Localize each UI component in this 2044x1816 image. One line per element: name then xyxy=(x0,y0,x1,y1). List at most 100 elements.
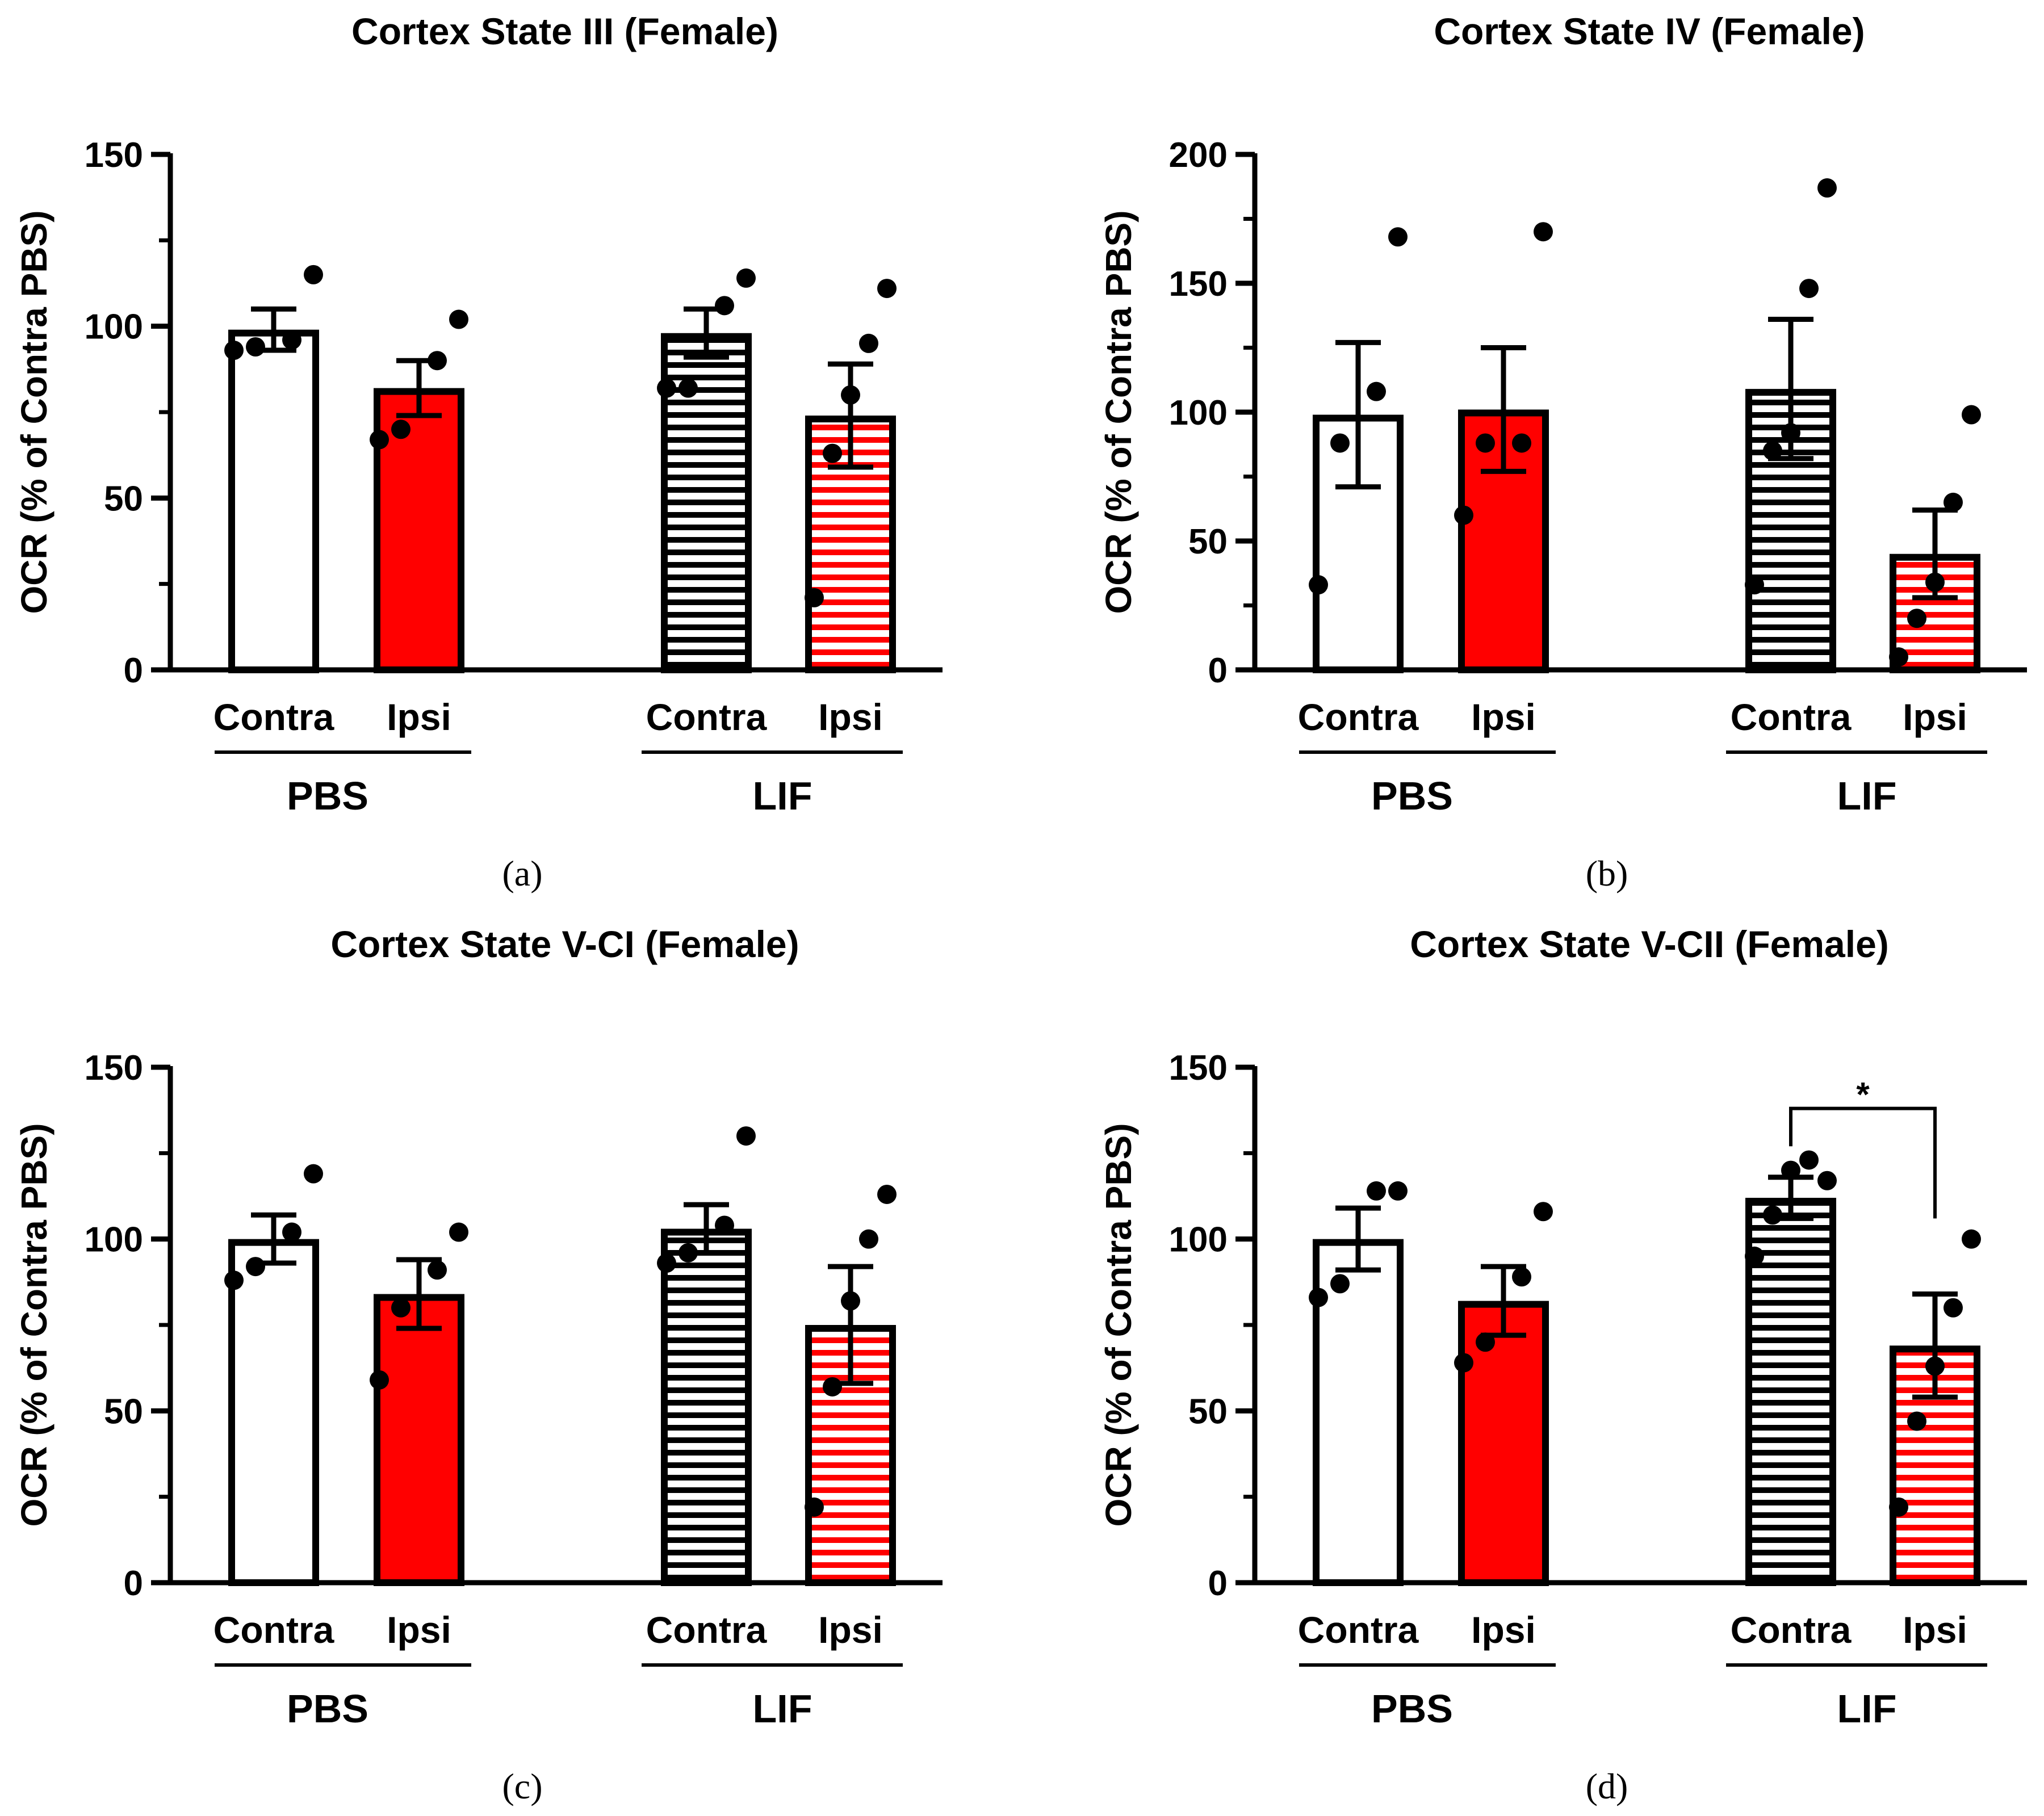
data-point xyxy=(805,588,824,607)
data-point xyxy=(1309,1287,1328,1307)
category-label: Ipsi xyxy=(1903,696,1967,738)
group-label: PBS xyxy=(287,1687,368,1731)
group-label: LIF xyxy=(753,1687,812,1731)
category-label: Contra xyxy=(213,696,335,738)
category-label: Contra xyxy=(1731,696,1852,738)
data-point xyxy=(877,1184,897,1204)
y-tick-label: 150 xyxy=(85,136,143,175)
data-point xyxy=(1962,405,1981,425)
data-point xyxy=(1799,1150,1819,1170)
data-point xyxy=(391,1298,411,1318)
category-label: Contra xyxy=(1298,1609,1419,1651)
bar-2 xyxy=(661,333,752,673)
panels: Cortex State III (Female) OCR (% of Contr… xyxy=(14,10,2027,1806)
category-label: Ipsi xyxy=(818,696,883,738)
data-point xyxy=(1745,575,1764,595)
data-point xyxy=(304,265,323,284)
data-point xyxy=(282,330,301,350)
data-point xyxy=(805,1497,824,1517)
category-label: Ipsi xyxy=(387,1609,451,1651)
data-point xyxy=(678,1243,698,1263)
data-point xyxy=(1534,1202,1553,1222)
bar-0 xyxy=(228,1239,319,1586)
y-axis-label: OCR (% of Contra PBS) xyxy=(14,210,55,614)
data-point xyxy=(1330,433,1350,453)
data-point xyxy=(678,378,698,398)
chart-title: Cortex State III (Female) xyxy=(351,10,778,52)
category-label: Ipsi xyxy=(818,1609,883,1651)
data-point xyxy=(1367,1181,1386,1201)
y-tick-label: 100 xyxy=(1169,1221,1228,1260)
data-point xyxy=(370,430,389,450)
data-point xyxy=(657,1253,676,1273)
data-point xyxy=(1799,279,1819,299)
y-tick-label: 0 xyxy=(124,1564,143,1603)
data-point xyxy=(736,268,756,288)
data-point xyxy=(391,420,411,439)
bar-2 xyxy=(661,1228,752,1586)
category-label: Contra xyxy=(1298,696,1419,738)
group-label: PBS xyxy=(1371,1687,1453,1731)
group-label: PBS xyxy=(1371,774,1453,818)
data-point xyxy=(224,1270,244,1290)
y-tick-label: 50 xyxy=(1188,522,1228,561)
y-axis-label: OCR (% of Contra PBS) xyxy=(1098,210,1139,614)
chart-title: Cortex State V-CI (Female) xyxy=(330,923,799,965)
y-tick-label: 0 xyxy=(124,651,143,690)
y-tick-label: 150 xyxy=(85,1049,143,1088)
y-tick-label: 150 xyxy=(1169,265,1228,304)
data-point xyxy=(1925,572,1945,592)
group-label: LIF xyxy=(1837,774,1897,818)
y-tick-label: 200 xyxy=(1169,136,1228,175)
data-point xyxy=(1534,222,1553,242)
data-point xyxy=(1745,1246,1764,1266)
data-point xyxy=(823,443,842,463)
data-point xyxy=(1944,492,1963,512)
group-label: LIF xyxy=(753,774,812,818)
bar-1 xyxy=(374,388,464,673)
data-point xyxy=(1309,575,1328,595)
data-point xyxy=(1512,1267,1531,1287)
data-point xyxy=(428,1260,447,1280)
data-point xyxy=(1781,1160,1800,1180)
data-point xyxy=(1889,647,1908,667)
data-point xyxy=(841,1291,860,1311)
data-point xyxy=(715,296,734,316)
y-tick-label: 100 xyxy=(85,1221,143,1260)
significance-bracket xyxy=(1789,1106,1937,1219)
data-point xyxy=(1889,1497,1908,1517)
data-point xyxy=(1454,505,1473,525)
data-point xyxy=(823,1377,842,1396)
bar-1 xyxy=(374,1294,464,1587)
data-point xyxy=(657,378,676,398)
data-point xyxy=(1388,1181,1408,1201)
data-point xyxy=(1476,433,1495,453)
data-point xyxy=(1763,441,1782,461)
data-point xyxy=(246,1257,265,1277)
data-point xyxy=(1925,1356,1945,1376)
data-point xyxy=(736,1126,756,1146)
data-point xyxy=(1454,1353,1473,1373)
data-point xyxy=(1781,423,1800,443)
y-tick-label: 0 xyxy=(1208,1564,1228,1603)
panel-caption: (d) xyxy=(1586,1766,1628,1806)
data-point xyxy=(1962,1229,1981,1249)
chart-panel-3: Cortex State V-CI (Female) OCR (% of Cont… xyxy=(14,923,943,1806)
data-point xyxy=(1907,1411,1926,1431)
chart-panel-1: Cortex State III (Female) OCR (% of Contr… xyxy=(14,10,943,894)
bar-0 xyxy=(1313,1239,1404,1586)
data-point xyxy=(877,279,897,299)
y-tick-label: 50 xyxy=(104,1392,143,1431)
panel-caption: (a) xyxy=(502,853,542,894)
data-point xyxy=(1512,433,1531,453)
data-point xyxy=(304,1164,323,1184)
panel-caption: (c) xyxy=(502,1766,542,1806)
data-point xyxy=(859,333,878,353)
data-point xyxy=(1476,1332,1495,1352)
chart-title: Cortex State V-CII (Female) xyxy=(1410,923,1889,965)
data-point xyxy=(449,309,468,329)
y-axis-label: OCR (% of Contra PBS) xyxy=(1098,1123,1139,1526)
y-tick-label: 50 xyxy=(1188,1392,1228,1431)
y-tick-label: 150 xyxy=(1169,1049,1228,1088)
y-tick-label: 50 xyxy=(104,479,143,518)
